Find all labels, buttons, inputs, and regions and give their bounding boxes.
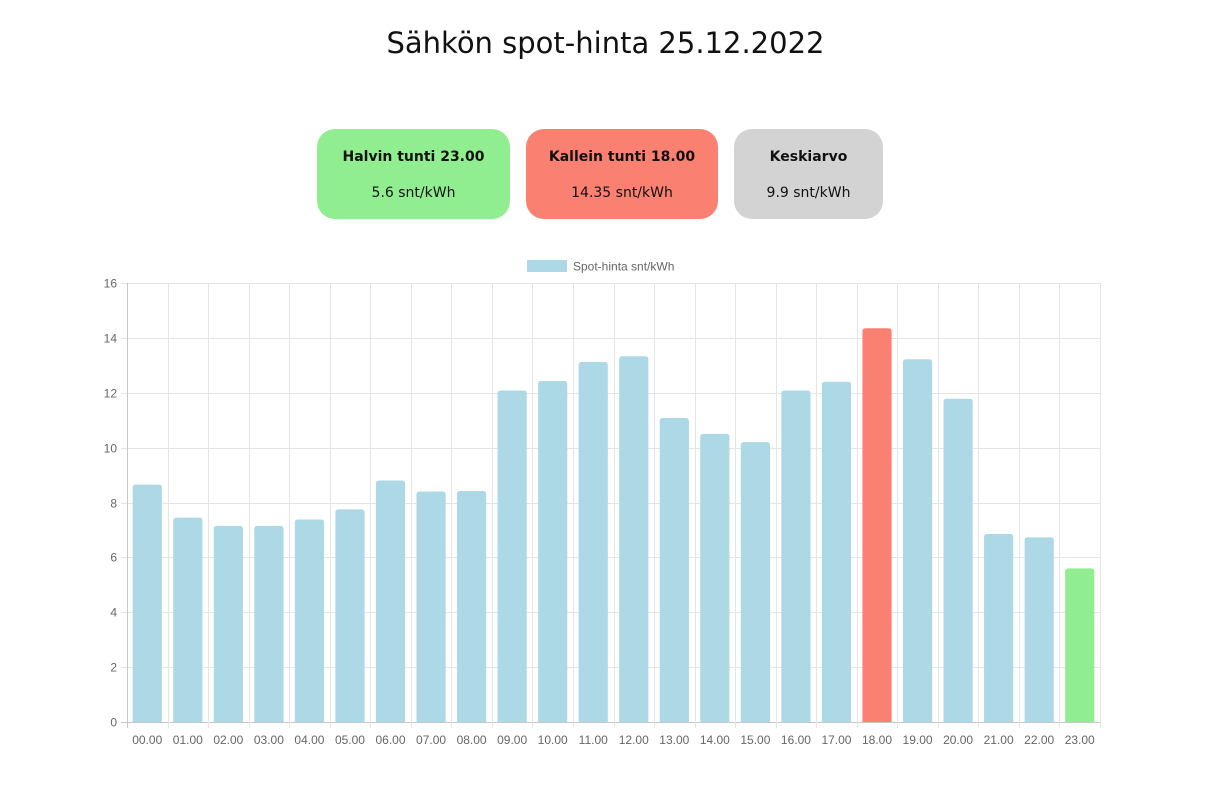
bar-10.00[interactable] <box>538 380 568 722</box>
y-tick-label: 4 <box>110 606 117 620</box>
x-tick-label: 03.00 <box>254 733 284 747</box>
x-tick-label: 05.00 <box>335 733 365 747</box>
price-chart: 0 2 4 6 8 10 12 14 16 00.00 01.00 02.00 03.00 04.00 05… <box>0 250 1211 770</box>
bar-23.00[interactable] <box>1065 568 1095 722</box>
legend-swatch[interactable] <box>527 260 567 272</box>
y-tick-label: 0 <box>110 716 117 730</box>
most-expensive-hour-card: Kallein tunti 18.00 14.35 snt/kWh <box>526 129 718 219</box>
x-tick-label: 11.00 <box>579 733 608 747</box>
x-tick-label: 22.00 <box>1024 733 1054 747</box>
chart-axes: 0 2 4 6 8 10 12 14 16 00.00 01.00 02.00 03.00 04.00 05… <box>104 277 1095 748</box>
cheapest-hour-label: Halvin tunti 23.00 <box>342 149 485 165</box>
average-card: Keskiarvo 9.9 snt/kWh <box>734 129 883 219</box>
x-tick-label: 19.00 <box>903 733 933 747</box>
average-value: 9.9 snt/kWh <box>766 185 851 201</box>
legend-label[interactable]: Spot-hinta snt/kWh <box>573 260 674 274</box>
bar-14.00[interactable] <box>700 433 730 722</box>
bar-21.00[interactable] <box>984 534 1014 722</box>
bar-11.00[interactable] <box>578 362 608 722</box>
x-tick-label: 07.00 <box>416 733 446 747</box>
bar-01.00[interactable] <box>173 517 203 722</box>
bar-07.00[interactable] <box>416 491 446 722</box>
x-tick-label: 10.00 <box>538 733 568 747</box>
bar-12.00[interactable] <box>619 356 649 722</box>
bar-04.00[interactable] <box>294 519 325 722</box>
chart-grid <box>121 283 1101 728</box>
x-tick-label: 08.00 <box>457 733 487 747</box>
bar-20.00[interactable] <box>943 398 973 722</box>
x-tick-label: 21.00 <box>984 733 1014 747</box>
x-tick-label: 17.00 <box>821 733 851 747</box>
bar-22.00[interactable] <box>1024 537 1054 722</box>
most-expensive-hour-value: 14.35 snt/kWh <box>571 185 673 201</box>
x-tick-label: 06.00 <box>376 733 406 747</box>
x-tick-label: 09.00 <box>497 733 527 747</box>
y-tick-label: 12 <box>104 387 118 401</box>
chart-legend[interactable]: Spot-hinta snt/kWh <box>527 260 674 274</box>
cheapest-hour-card: Halvin tunti 23.00 5.6 snt/kWh <box>317 129 510 219</box>
bar-19.00[interactable] <box>902 359 933 722</box>
bar-17.00[interactable] <box>821 381 852 722</box>
x-tick-label: 12.00 <box>619 733 649 747</box>
average-label: Keskiarvo <box>769 149 848 165</box>
x-tick-label: 14.00 <box>700 733 730 747</box>
x-tick-label: 01.00 <box>173 733 203 747</box>
bar-00.00[interactable] <box>132 484 162 722</box>
x-tick-label: 13.00 <box>659 733 689 747</box>
bar-09.00[interactable] <box>497 390 527 722</box>
x-tick-label: 04.00 <box>294 733 324 747</box>
page-title: Sähkön spot-hinta 25.12.2022 <box>386 26 825 60</box>
y-tick-label: 2 <box>110 661 117 675</box>
summary-cards: Halvin tunti 23.00 5.6 snt/kWh Kallein t… <box>0 129 1211 219</box>
bar-05.00[interactable] <box>335 509 365 722</box>
y-tick-label: 8 <box>110 497 117 511</box>
y-tick-label: 16 <box>104 277 118 291</box>
y-tick-label: 14 <box>104 332 118 346</box>
bar-13.00[interactable] <box>659 417 689 722</box>
bar-16.00[interactable] <box>781 390 811 722</box>
bar-02.00[interactable] <box>213 525 243 722</box>
x-tick-label: 00.00 <box>132 733 162 747</box>
bar-15.00[interactable] <box>740 442 770 722</box>
bar-08.00[interactable] <box>457 490 487 722</box>
bar-03.00[interactable] <box>254 525 284 722</box>
chart-bars <box>132 328 1095 722</box>
x-tick-label: 15.00 <box>740 733 770 747</box>
x-tick-label: 23.00 <box>1065 733 1095 747</box>
most-expensive-hour-label: Kallein tunti 18.00 <box>548 149 696 165</box>
x-tick-label: 02.00 <box>213 733 243 747</box>
x-tick-label: 16.00 <box>781 733 811 747</box>
x-tick-label: 20.00 <box>943 733 973 747</box>
y-tick-label: 6 <box>110 551 117 565</box>
cheapest-hour-value: 5.6 snt/kWh <box>371 185 456 201</box>
bar-18.00[interactable] <box>862 328 892 722</box>
price-chart-svg: 0 2 4 6 8 10 12 14 16 00.00 01.00 02.00 03.00 04.00 05… <box>104 260 1101 748</box>
bar-06.00[interactable] <box>375 480 406 722</box>
y-tick-label: 10 <box>104 442 118 456</box>
x-tick-label: 18.00 <box>862 733 892 747</box>
